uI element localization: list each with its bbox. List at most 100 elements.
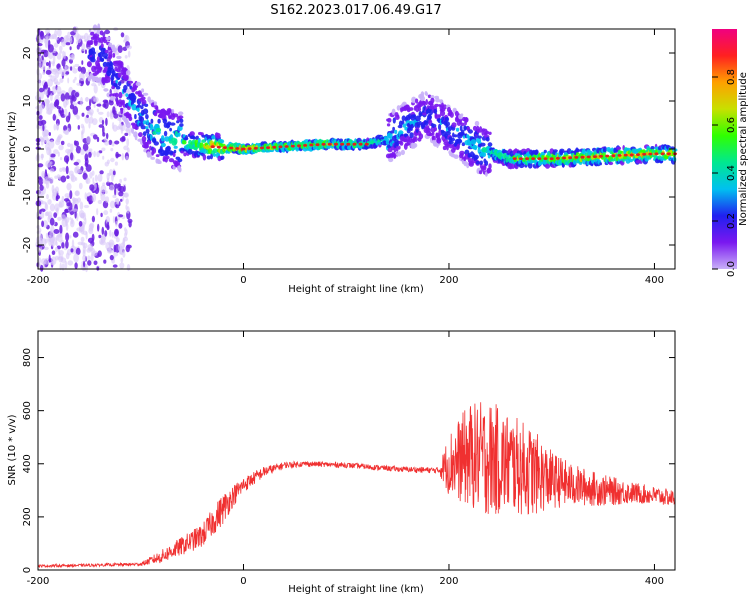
spectrogram-noise-speckle (42, 124, 45, 132)
spectrogram-ridge-cell (145, 114, 149, 120)
spectrogram-noise-speckle (41, 170, 46, 178)
spectrogram-noise-speckle (127, 50, 131, 58)
spectrogram-peak-dot (216, 145, 221, 149)
spectrogram-xtick-label: 0 (240, 275, 246, 286)
spectrogram-noise-speckle (69, 66, 73, 71)
spectrogram-noise-speckle (47, 234, 52, 243)
spectrogram-noise-speckle (102, 103, 107, 108)
spectrogram-peak-dot (518, 157, 523, 161)
spectrogram-noise-speckle (101, 226, 105, 235)
spectrogram-noise-speckle (63, 198, 70, 202)
snr-panel: -200 0 200 400 0 200 400 600 800 Height of strai… (7, 330, 676, 595)
spectrogram-noise-speckle (80, 212, 85, 219)
spectrogram-ridge-cell (425, 92, 429, 96)
spectrogram-ridge-cell (460, 129, 465, 135)
spectrogram-noise-speckle (120, 257, 124, 263)
spectrogram-noise-speckle (77, 125, 81, 130)
spectrogram-ridge-cell (128, 116, 133, 122)
spectrogram-noise-speckle (97, 199, 103, 205)
spectrogram-noise-speckle (61, 71, 65, 76)
spectrogram-peak-dot (531, 157, 536, 161)
spectrogram-ridge-cell (419, 95, 425, 102)
spectrogram-noise-speckle (66, 182, 72, 191)
spectrogram-peak-dot (642, 152, 647, 156)
spectrogram-noise-speckle (115, 153, 122, 157)
spectrogram-noise-speckle (105, 117, 108, 126)
spectrogram-noise-speckle (113, 113, 119, 119)
spectrogram-ridge-cell (453, 134, 458, 138)
spectrogram-noise-speckle (57, 216, 62, 221)
spectrogram-noise-speckle (48, 177, 54, 184)
spectrogram-ridge-cell (487, 142, 493, 147)
spectrogram-noise-speckle (53, 212, 58, 219)
spectrogram-noise-speckle (88, 227, 94, 235)
spectrogram-noise-speckle (71, 239, 75, 249)
spectrogram-ridge-cell (149, 145, 152, 151)
spectrogram-noise-speckle (104, 29, 111, 35)
spectrogram-peak-dot (580, 155, 585, 159)
spectrogram-noise-speckle (108, 100, 114, 106)
spectrogram-noise-speckle (40, 31, 45, 40)
spectrogram-ridge-cell (108, 51, 113, 58)
spectrogram-ridge-cell (415, 129, 419, 133)
spectrogram-ridge-cell (115, 85, 121, 90)
spectrogram-noise-speckle (111, 141, 115, 147)
spectrogram-noise-speckle (49, 139, 55, 149)
spectrogram-ridge-cell (150, 118, 154, 124)
spectrogram-ridge-cell (105, 36, 111, 41)
spectrogram-noise-speckle (38, 87, 44, 93)
spectrogram-peak-dot (617, 154, 622, 157)
spectrogram-noise-speckle (47, 87, 51, 96)
spectrogram-ridge-cell (449, 111, 454, 118)
spectrogram-noise-speckle (76, 44, 80, 50)
spectrogram-ridge-cell (173, 138, 178, 145)
spectrogram-noise-speckle (93, 150, 96, 158)
spectrogram-noise-speckle (115, 220, 118, 227)
spectrogram-ridge-cell (212, 153, 217, 157)
spectrogram-ridge-cell (599, 162, 602, 166)
spectrogram-ridge-cell (413, 143, 418, 148)
spectrogram-noise-speckle (74, 76, 77, 81)
spectrogram-noise-speckle (126, 264, 131, 271)
spectrogram-noise-speckle (66, 202, 71, 207)
spectrogram-ridge-cell (126, 74, 129, 81)
spectrogram-ridge-cell (153, 141, 159, 146)
spectrogram-noise-speckle (84, 49, 87, 54)
spectrogram-noise-speckle (44, 178, 49, 185)
spectrogram-peak-dot (290, 144, 295, 148)
spectrogram-panel: -200 0 200 400 -20 -10 0 10 20 Height of straigh… (7, 23, 678, 295)
spectrogram-noise-speckle (121, 135, 126, 142)
spectrogram-noise-speckle (54, 246, 59, 252)
spectrogram-noise-speckle (103, 210, 109, 216)
spectrogram-noise-speckle (50, 93, 53, 102)
spectrogram-ridge-cell (418, 133, 424, 140)
spectrogram-ridge-cell (460, 122, 465, 127)
spectrogram-ridge-cell (431, 123, 437, 128)
snr-series-line (37, 402, 676, 569)
spectrogram-ridge-cell (423, 101, 426, 107)
spectrogram-ridge-cell (543, 149, 547, 154)
spectrogram-ridge-cell (178, 166, 182, 173)
spectrogram-noise-speckle (58, 201, 63, 208)
spectrogram-ridge-cell (611, 158, 615, 162)
spectrogram-ridge-cell (178, 132, 181, 137)
spectrogram-noise-speckle (64, 92, 70, 101)
spectrogram-noise-speckle (85, 177, 91, 185)
spectrogram-noise-speckle (49, 103, 53, 109)
spectrogram-noise-speckle (100, 212, 103, 218)
spectrogram-noise-speckle (54, 29, 58, 38)
spectrogram-ridge-cell (456, 143, 460, 150)
spectrogram-noise-speckle (104, 230, 108, 237)
spectrogram-ridge-cell (89, 39, 94, 46)
spectrogram-ridge-cell (417, 124, 421, 128)
spectrogram-noise-speckle (81, 131, 84, 141)
spectrogram-noise-speckle (73, 253, 79, 263)
spectrogram-noise-speckle (89, 172, 93, 179)
spectrogram-ridge-cell (131, 94, 137, 101)
spectrogram-ridge-cell (97, 66, 103, 71)
spectrogram-noise-speckle (50, 241, 55, 247)
spectrogram-noise-speckle (50, 225, 55, 233)
spectrogram-ridge-cell (484, 160, 489, 166)
spectrogram-noise-speckle (68, 111, 71, 121)
colorbar: 0.0 0.2 0.4 0.6 0.8 Normalized spectral ampl… (712, 29, 749, 277)
